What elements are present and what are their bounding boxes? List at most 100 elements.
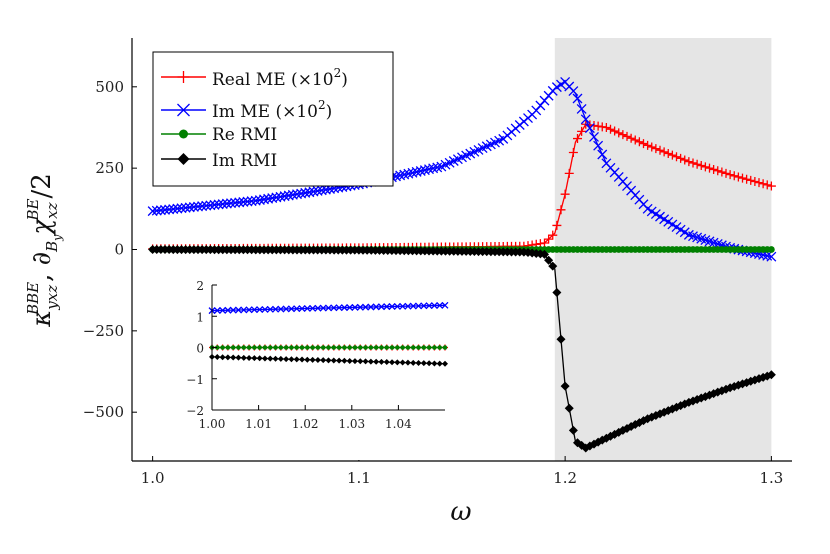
- point-im-me-10-9: [184, 202, 195, 213]
- inset-point-im-rmi-22: [325, 357, 332, 364]
- inset-y-tick-label-4: −2: [186, 404, 204, 418]
- inset-point-im-rmi-12: [272, 355, 279, 362]
- point-im-me-10-21: [234, 197, 245, 208]
- inset-point-re-rmi-42: [432, 345, 437, 350]
- point-real-me-10-126: [667, 150, 677, 160]
- point-real-me-10-108: [593, 121, 603, 131]
- inset-point-im-me-10-7: [245, 306, 253, 314]
- point-real-me-10-121: [647, 142, 657, 152]
- inset-point-im-rmi-27: [351, 358, 358, 365]
- inset-point-im-rmi-8: [251, 355, 258, 362]
- point-real-me-10-130: [684, 157, 694, 167]
- point-real-me-10-136: [709, 164, 719, 174]
- point-real-me-10-120: [643, 140, 653, 150]
- inset-point-im-rmi-28: [357, 358, 364, 365]
- point-im-me-10-11: [193, 201, 203, 212]
- y-label-partial: , ∂: [27, 252, 57, 282]
- inset-point-im-rmi-25: [341, 357, 348, 364]
- inset-point-re-rmi-43: [437, 345, 442, 350]
- inset-x-ticks: 1.00 1.01 1.02 1.03 1.04: [199, 405, 412, 431]
- point-im-me-10-6: [172, 203, 183, 214]
- inset-point-im-rmi-13: [277, 355, 284, 362]
- point-im-rmi-95: [540, 249, 549, 259]
- legend-label-real-me: Real ME (×102): [212, 66, 348, 90]
- inset-point-im-me-10-20: [314, 304, 322, 312]
- point-im-me-10-35: [292, 189, 302, 200]
- y-label-kappa: κ: [27, 310, 57, 328]
- inset-point-im-rmi-18: [304, 356, 311, 363]
- point-im-me-10-107: [589, 131, 599, 142]
- inset-point-re-rmi-40: [421, 345, 427, 350]
- inset-x-tick-label-3: 1.03: [338, 417, 365, 431]
- inset-point-im-me-10-4: [229, 306, 237, 314]
- inset-point-im-me-10-2: [219, 306, 227, 314]
- point-im-me-10-7: [176, 203, 187, 214]
- point-real-me-10-96: [544, 234, 554, 244]
- inset-point-re-rmi-4: [230, 345, 236, 350]
- point-im-me-10-60: [395, 170, 406, 181]
- point-real-me-10-131: [688, 158, 698, 168]
- legend-symbol-re-rmi: [179, 129, 188, 139]
- point-real-me-10-149: [762, 180, 772, 190]
- inset-point-im-rmi-9: [256, 355, 263, 362]
- point-im-rmi-90: [519, 247, 529, 257]
- inset-point-re-rmi-9: [257, 345, 262, 350]
- legend-box: [152, 51, 394, 187]
- point-real-me-10-147: [754, 178, 764, 188]
- inset-point-im-me-10-36: [399, 302, 407, 310]
- x-tick-label-3: 1.3: [759, 469, 783, 487]
- y-axis-label: κyxzBBE, ∂ByχxzBE/2: [24, 173, 64, 328]
- legend-marker-real-me: [161, 71, 206, 83]
- inset-point-im-rmi-24: [336, 357, 343, 364]
- legend: Real ME (×102) Im ME (×102) Re RMI Im RM…: [152, 51, 394, 187]
- y-label-chi-sup: BE: [24, 198, 42, 221]
- point-im-me-10-5: [168, 204, 179, 214]
- inset-point-im-me-10-14: [282, 305, 290, 313]
- point-im-me-10-102: [568, 86, 579, 96]
- point-real-me-10-102: [568, 148, 578, 158]
- point-real-me-10-119: [639, 139, 648, 149]
- point-real-me-10-137: [713, 166, 723, 176]
- inset-point-im-me-10-19: [309, 304, 317, 312]
- point-im-me-10-40: [312, 185, 323, 196]
- point-im-me-10-39: [308, 186, 319, 197]
- inset-point-im-me-10-13: [277, 305, 285, 313]
- inset-point-im-me-10-34: [388, 303, 396, 310]
- inset-y-tick-label-0: 2: [196, 279, 204, 293]
- point-real-me-10-150: [766, 181, 776, 191]
- inset-point-re-rmi-36: [400, 345, 405, 350]
- inset-point-re-rmi-41: [426, 345, 432, 350]
- x-tick-label-0: 1.0: [141, 469, 165, 487]
- point-im-me-10-10: [188, 201, 199, 212]
- inset-series-re-rmi: [209, 345, 448, 350]
- point-im-me-10-106: [584, 123, 595, 134]
- point-im-me-10-34: [287, 189, 298, 200]
- inset-point-re-rmi-38: [410, 345, 416, 350]
- inset-point-im-me-10-1: [213, 307, 221, 314]
- inset-point-im-me-10-22: [325, 304, 332, 312]
- y-label-kappa-sub: yxz: [43, 285, 61, 311]
- point-real-me-10-97: [548, 230, 558, 240]
- inset-point-im-me-10-30: [367, 303, 375, 311]
- point-im-me-10-25: [250, 195, 261, 206]
- inset-point-im-rmi-6: [240, 354, 247, 361]
- x-ticks: 1.0 1.1 1.2 1.3: [141, 456, 783, 487]
- point-real-me-10-123: [655, 145, 665, 155]
- inset-point-re-rmi-39: [416, 345, 421, 350]
- inset-point-im-me-10-33: [383, 303, 391, 311]
- inset-point-re-rmi-44: [442, 345, 448, 350]
- point-real-me-10-129: [680, 155, 690, 165]
- point-real-me-10-118: [634, 137, 644, 147]
- point-im-me-10-65: [415, 166, 426, 176]
- inset-point-re-rmi-17: [299, 345, 305, 350]
- point-real-me-10-144: [742, 174, 752, 184]
- inset-point-im-me-10-16: [293, 305, 301, 313]
- point-im-rmi-98: [552, 287, 562, 297]
- inset-point-im-me-10-40: [420, 302, 428, 310]
- point-im-me-10-149: [762, 250, 773, 261]
- inset-point-im-me-10-31: [372, 303, 380, 311]
- inset-point-im-rmi-37: [404, 359, 411, 366]
- inset-point-re-rmi-33: [384, 345, 389, 350]
- inset-point-im-rmi-31: [373, 358, 380, 365]
- point-real-me-10-134: [700, 162, 710, 172]
